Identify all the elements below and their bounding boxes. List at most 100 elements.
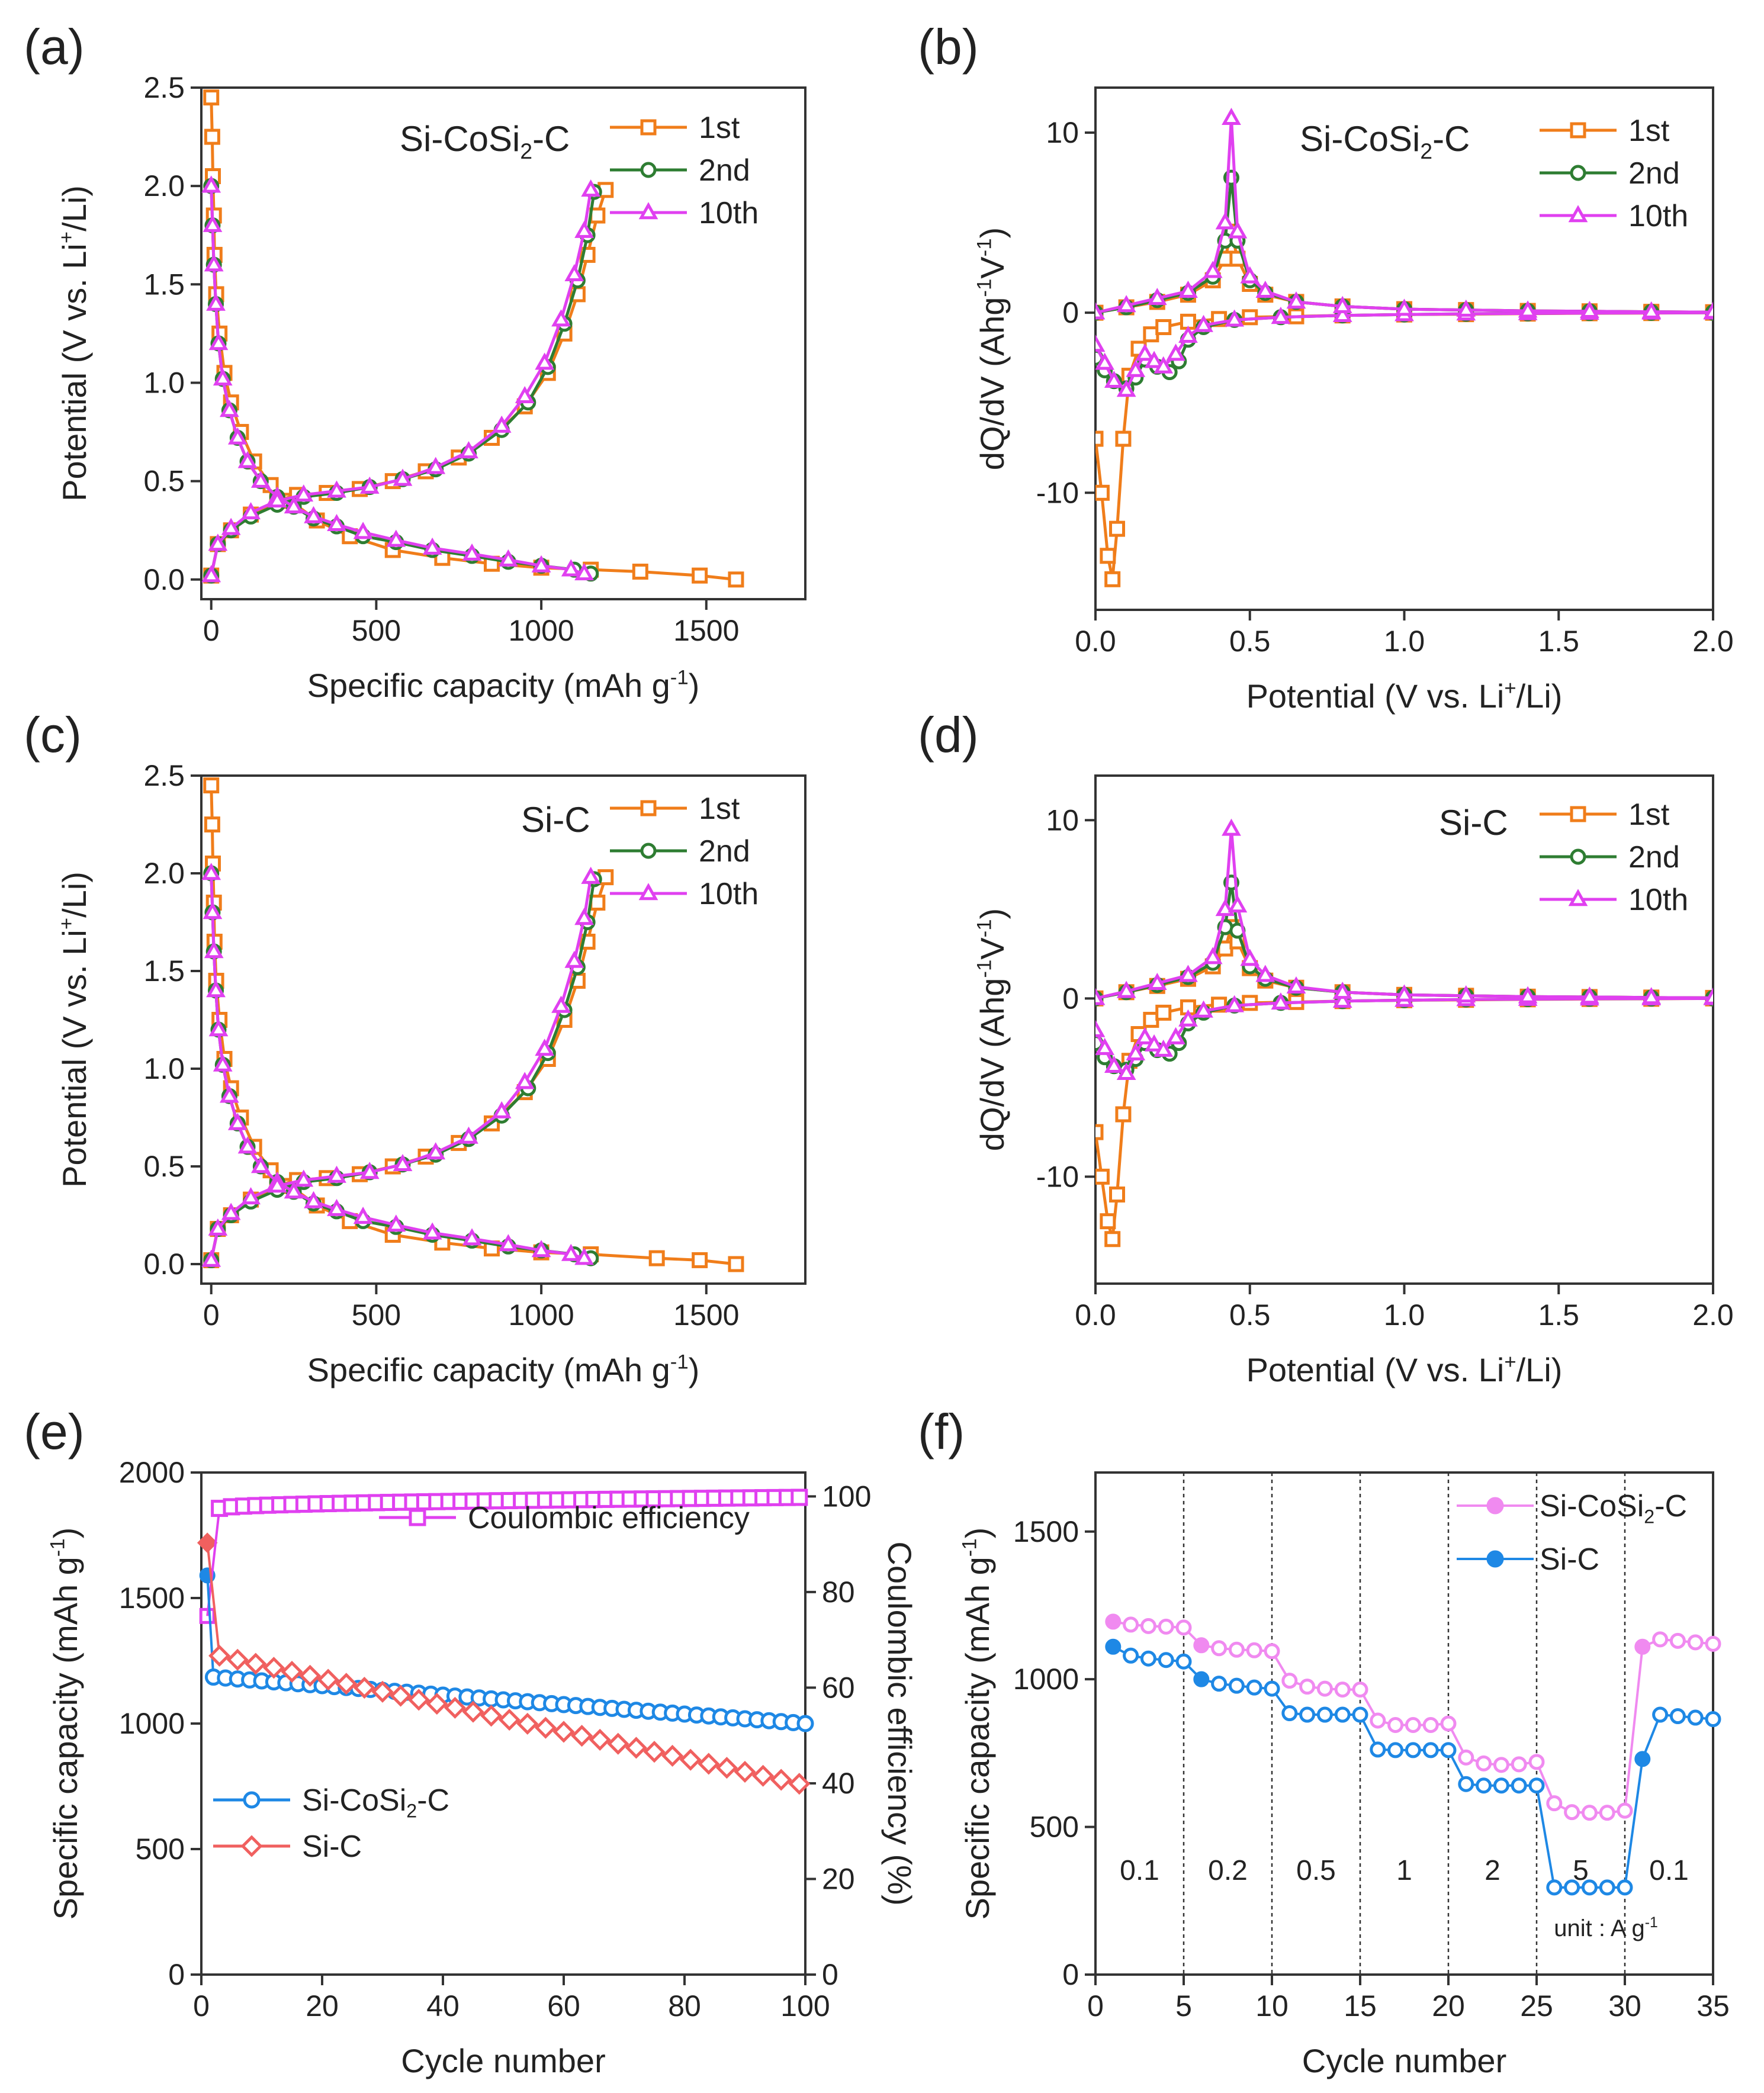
- data-point-10th: [327, 480, 346, 498]
- x-axis-label: Potential (V vs. Li+/Li): [1246, 1351, 1563, 1388]
- x-axis-label: Specific capacity (mAh g-1): [307, 1351, 700, 1388]
- legend-label: 2nd: [699, 834, 750, 869]
- data-point-Si-C: [1476, 1777, 1492, 1794]
- data-point-10th: [1286, 291, 1306, 309]
- y-axis-label: Specific capacity (mAh g-1): [959, 1528, 996, 1920]
- legend-marker: [1570, 848, 1586, 865]
- y-tick-label: 1500: [1013, 1515, 1079, 1548]
- y-axis-label-part: -1: [973, 919, 996, 937]
- data-point-Si-C: [1669, 1708, 1686, 1725]
- data-point-Si-CoSi2-C: [1669, 1632, 1686, 1649]
- y-axis-label-part: dQ/dV (Ahg: [973, 978, 1011, 1152]
- data-point-10th: [1518, 986, 1538, 1004]
- y-tick-label: 0: [1062, 1958, 1079, 1991]
- data-point-10th: [1215, 212, 1235, 230]
- panel-b: (b) 0.0 0.5 1.0 1.5 2.0 -10 0 10 Potential (V vs.…: [918, 19, 1734, 715]
- y-tick-label: 10: [1046, 116, 1079, 149]
- data-point-Si-C: [390, 1684, 412, 1707]
- data-point-Si-C: [444, 1696, 466, 1719]
- data-point-Si-CoSi2-C: [1599, 1805, 1615, 1821]
- data-point-Si-C: [1528, 1777, 1545, 1794]
- annotation-label-part: Si-C: [1439, 803, 1508, 843]
- y-tick-label: 2.0: [143, 169, 185, 202]
- data-point-Si-C: [299, 1664, 322, 1687]
- annotation-label-part: Si-CoSi: [1300, 119, 1420, 159]
- data-point-10th: [284, 1181, 304, 1199]
- data-point-1st: [204, 128, 220, 145]
- rate-label: 1: [1396, 1855, 1412, 1886]
- data-point-Si-C: [625, 1737, 647, 1759]
- data-point-Si-CoSi2-C: [1705, 1635, 1721, 1652]
- y2-tick-label: 80: [822, 1576, 855, 1609]
- data-point-10th: [221, 1203, 241, 1220]
- y-tick-label: 0.0: [143, 563, 185, 596]
- x-tick-label: 1.5: [1538, 625, 1579, 658]
- data-point-10th: [1194, 314, 1213, 332]
- data-point-1st: [692, 567, 708, 584]
- legend-label-pink: Si-CoSi2-C: [1540, 1489, 1687, 1527]
- y-tick-label: 1000: [119, 1707, 185, 1740]
- data-point-10th: [1116, 1063, 1136, 1081]
- data-point-10th: [551, 995, 571, 1013]
- data-point-Si-CoSi2-C: [1581, 1805, 1598, 1821]
- data-point-10th: [267, 490, 287, 508]
- annotation-label-part: -C: [1432, 119, 1470, 159]
- data-point-10th: [213, 368, 233, 386]
- legend-label-blue: Si-CoSi2-C: [302, 1783, 449, 1821]
- data-point-Si-C: [589, 1728, 611, 1751]
- unit-label-part: -1: [1645, 1915, 1658, 1931]
- data-point-10th: [531, 555, 551, 573]
- data-point-Si-C: [571, 1725, 593, 1747]
- data-point-10th: [1178, 325, 1198, 343]
- data-point-10th: [1240, 949, 1260, 966]
- data-point-Si-C: [335, 1673, 358, 1695]
- data-point-Si-C: [679, 1748, 702, 1771]
- legend-marker: [1570, 122, 1586, 139]
- data-point-10th: [327, 1198, 346, 1216]
- data-point-Si-C: [1370, 1741, 1386, 1758]
- data-point-10th: [535, 1039, 555, 1056]
- data-point-Si-C: [1352, 1706, 1368, 1723]
- data-point-Si-C: [661, 1744, 684, 1767]
- unit-label: unit : A g-1: [1554, 1915, 1658, 1941]
- data-point-10th: [1166, 343, 1185, 361]
- legend-label-pink-part: 2: [1644, 1506, 1654, 1527]
- data-point-10th: [1095, 352, 1115, 370]
- data-point-10th: [1215, 899, 1235, 917]
- data-point-Si-CoSi2-C: [1264, 1643, 1280, 1660]
- x-tick-label: 80: [668, 1989, 701, 2023]
- data-point-10th: [327, 1165, 346, 1183]
- y-axis-label: dQ/dV (Ahg-1V-1): [973, 227, 1011, 470]
- data-point-10th: [574, 1248, 594, 1265]
- data-point-10th: [459, 441, 478, 459]
- data-point-Si-C: [426, 1693, 448, 1715]
- data-point-10th: [208, 333, 229, 351]
- y-axis-label-part: /Li): [56, 872, 93, 918]
- annotation-label: Si-C: [1439, 803, 1508, 843]
- x-axis-label-part: -1: [670, 1351, 689, 1374]
- data-point-Si-C: [1334, 1706, 1351, 1723]
- legend-marker: [243, 1791, 261, 1809]
- y-axis-label-part: dQ/dV (Ahg: [973, 297, 1011, 471]
- panel-d: (d) 0.0 0.5 1.0 1.5 2.0 -10 0 10 Potential (V vs.…: [918, 707, 1734, 1388]
- data-point-10th: [208, 1218, 228, 1236]
- data-point-10th: [284, 496, 304, 514]
- data-point-10th: [1222, 107, 1241, 126]
- data-point-10th: [1178, 1009, 1198, 1027]
- data-point-10th: [1641, 301, 1662, 319]
- series-line-2nd: [210, 191, 596, 576]
- x-tick-label: 40: [426, 1989, 460, 2023]
- y-tick-label: 1500: [119, 1581, 185, 1615]
- data-point-10th: [422, 1222, 442, 1240]
- data-point-10th: [304, 1191, 323, 1208]
- x-axis-label-part: /Li): [1516, 677, 1563, 715]
- y-tick-label: 2.5: [143, 71, 185, 104]
- panel-label: (a): [24, 19, 85, 75]
- annotation-label-part: 2: [1420, 139, 1432, 163]
- data-point-10th: [1203, 261, 1223, 278]
- data-point-10th: [393, 1153, 413, 1171]
- series-group: [1095, 818, 1713, 1248]
- data-point-10th: [221, 517, 241, 535]
- y2-tick-label: 40: [822, 1767, 855, 1800]
- data-point-Si-C: [715, 1757, 738, 1779]
